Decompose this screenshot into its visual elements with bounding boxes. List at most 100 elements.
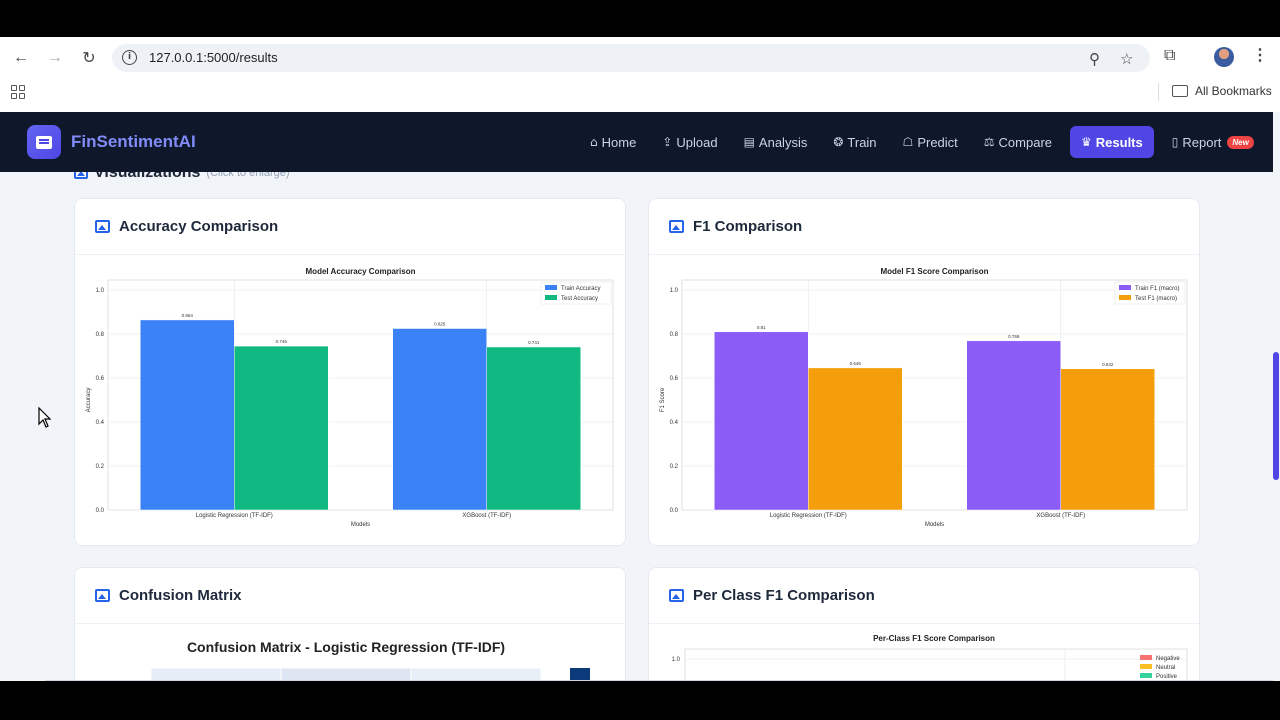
- chart-title: Model F1 Score Comparison: [880, 267, 988, 276]
- extensions-icon[interactable]: ⧉: [1164, 47, 1176, 64]
- nav-item-label: Analysis: [758, 134, 808, 150]
- y-tick-label: 0.0: [96, 508, 105, 514]
- bookmarks-divider: [1158, 83, 1159, 101]
- legend-swatch: [1119, 295, 1131, 300]
- nav-item-compare[interactable]: ⚖ Compare: [976, 126, 1060, 158]
- mouse-cursor-icon: [38, 407, 52, 428]
- legend-label: Negative: [1156, 656, 1180, 662]
- card-title: Confusion Matrix: [119, 587, 242, 604]
- data-label: 0.646: [850, 361, 862, 366]
- nav-item-label: Upload: [676, 134, 718, 150]
- accuracy-chart[interactable]: Model Accuracy Comparison 0.0 0.2 0.4 0.6 0.8…: [75, 256, 626, 546]
- site-info-icon[interactable]: i: [122, 50, 137, 65]
- colorbar: [570, 668, 590, 681]
- robot-icon: ☖: [902, 135, 914, 149]
- bar-train-f1-macro-: [714, 331, 809, 511]
- legend-swatch: [1140, 655, 1152, 660]
- y-tick-label: 0.6: [670, 376, 679, 382]
- legend-box: [540, 281, 612, 305]
- image-icon: [669, 589, 684, 602]
- profile-avatar[interactable]: [1214, 47, 1234, 67]
- trophy-icon: ♛: [1081, 135, 1092, 149]
- brand-name[interactable]: FinSentimentAI: [71, 132, 196, 151]
- nav-item-home[interactable]: ⌂ Home: [582, 126, 644, 158]
- card-header: Confusion Matrix: [75, 568, 625, 624]
- bar-test-f1-macro-: [808, 367, 903, 511]
- scale-icon: ⚖: [983, 135, 995, 149]
- f1-card[interactable]: F1 Comparison Model F1 Score Comparison 0…: [648, 198, 1200, 546]
- y-tick-label: 1.0: [672, 657, 681, 663]
- legend-swatch: [1119, 285, 1131, 290]
- address-bar[interactable]: i 127.0.0.1:5000/results ⚲ ☆: [112, 44, 1150, 72]
- x-axis-label: Models: [351, 522, 370, 528]
- logo-icon[interactable]: [27, 125, 61, 159]
- data-label: 0.81: [757, 325, 766, 330]
- x-tick-label: Logistic Regression (TF-IDF): [196, 513, 273, 519]
- y-tick-label: 0.2: [670, 464, 679, 470]
- x-tick-label: XGBoost (TF-IDF): [1036, 513, 1085, 519]
- data-label: 0.825: [434, 322, 446, 327]
- y-tick-label: 1.0: [670, 288, 679, 294]
- x-tick-label: XGBoost (TF-IDF): [462, 513, 511, 519]
- legend-swatch: [545, 285, 557, 290]
- nav-item-predict[interactable]: ☖ Predict: [895, 126, 966, 158]
- bar-test-accuracy: [486, 346, 581, 511]
- nav-item-train[interactable]: ❂ Train: [825, 126, 884, 158]
- all-bookmarks-label: All Bookmarks: [1195, 84, 1272, 98]
- confusion-matrix-chart[interactable]: Confusion Matrix - Logistic Regression (…: [75, 625, 626, 681]
- data-label: 0.745: [276, 339, 288, 344]
- bookmark-star-icon[interactable]: ☆: [1120, 51, 1134, 68]
- legend-swatch: [545, 295, 557, 300]
- legend-box: [1114, 281, 1186, 305]
- data-label: 0.769: [1008, 334, 1020, 339]
- scrollbar-thumb[interactable]: [1273, 352, 1279, 480]
- chart-icon: ▤: [743, 135, 755, 149]
- per-class-f1-chart[interactable]: Per-Class F1 Score Comparison 1.0 Negative…: [649, 625, 1200, 681]
- home-icon: ⌂: [590, 135, 598, 149]
- bar-test-accuracy: [234, 345, 329, 511]
- data-label: 0.864: [182, 313, 194, 318]
- data-label: 0.642: [1102, 362, 1114, 367]
- y-axis-label: Accuracy: [86, 388, 92, 413]
- nav-item-label: Home: [601, 134, 637, 150]
- all-bookmarks-button[interactable]: All Bookmarks: [1172, 84, 1272, 98]
- card-header: F1 Comparison: [649, 199, 1199, 255]
- nav-item-upload[interactable]: ⇪ Upload: [654, 126, 725, 158]
- nav-item-label: Report: [1182, 134, 1222, 150]
- bar-train-accuracy: [392, 328, 487, 511]
- nav-item-label: Compare: [998, 134, 1053, 150]
- reload-icon[interactable]: ↻: [82, 50, 96, 67]
- nav-item-label: Results: [1095, 134, 1143, 150]
- apps-grid-icon[interactable]: [11, 85, 25, 99]
- zoom-icon[interactable]: ⚲: [1089, 51, 1100, 68]
- url-text[interactable]: 127.0.0.1:5000/results: [149, 50, 278, 65]
- nav-menu: ⌂ Home ⇪ Upload ▤ Analysis ❂ Train ☖ Predict ⚖ Comp…: [582, 126, 1272, 158]
- back-icon[interactable]: ←: [13, 49, 29, 66]
- y-tick-label: 0.4: [670, 420, 679, 426]
- brain-icon: ❂: [833, 135, 844, 149]
- heatmap-cell: [410, 667, 542, 681]
- legend-label: Positive: [1156, 674, 1178, 680]
- card-header: Per Class F1 Comparison: [649, 568, 1199, 624]
- data-label: 0.741: [528, 340, 540, 345]
- y-axis-label: F1 Score: [660, 387, 666, 412]
- heatmap-cell: [150, 667, 282, 681]
- card-title: F1 Comparison: [693, 218, 803, 235]
- nav-item-results[interactable]: ♛ Results: [1070, 126, 1154, 158]
- upload-icon: ⇪: [662, 135, 673, 149]
- browser-menu-icon[interactable]: ⋮: [1252, 47, 1268, 64]
- card-header: Accuracy Comparison: [75, 199, 625, 255]
- nav-item-analysis[interactable]: ▤ Analysis: [736, 126, 816, 158]
- f1-chart[interactable]: Model F1 Score Comparison 0.0 0.2 0.4 0.6 0.8…: [649, 256, 1200, 546]
- legend-swatch: [1140, 664, 1152, 669]
- image-icon: [95, 220, 110, 233]
- y-tick-label: 1.0: [96, 288, 105, 294]
- app-navbar: FinSentimentAI ⌂ Home ⇪ Upload ▤ Analysis ❂ Tra…: [0, 112, 1273, 172]
- per-class-f1-card[interactable]: Per Class F1 Comparison Per-Class F1 Sco…: [648, 567, 1200, 681]
- forward-icon[interactable]: →: [47, 49, 63, 66]
- legend-label: Test F1 (macro): [1135, 296, 1177, 302]
- nav-item-report[interactable]: ▯ Report New: [1164, 126, 1262, 158]
- accuracy-card[interactable]: Accuracy Comparison Model Accuracy Compa…: [74, 198, 626, 546]
- confusion-matrix-card[interactable]: Confusion Matrix Confusion Matrix - Logi…: [74, 567, 626, 681]
- x-axis-label: Models: [925, 522, 944, 528]
